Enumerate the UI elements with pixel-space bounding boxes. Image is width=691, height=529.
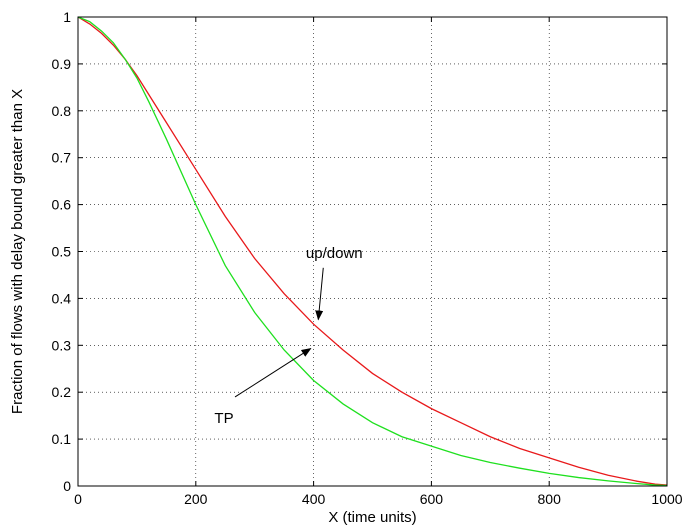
x-tick-label: 200 [184,491,208,507]
x-axis-label: X (time units) [328,509,416,526]
y-tick-label: 0.5 [52,244,72,260]
x-tick-label: 1000 [651,491,682,507]
annotation-label-tp: TP [214,410,233,427]
y-tick-label: 0.9 [52,56,72,72]
x-tick-label: 800 [538,491,562,507]
grid [78,17,667,486]
series-layer [77,16,668,487]
y-tick-label: 0.2 [52,384,72,400]
x-tick-label: 400 [302,491,326,507]
ticks: 0 200 400 600 800 1000 0 0.1 0.2 0.3 0.4 0.5 0.6 0.7 0… [52,9,683,507]
series-line-up-down [77,16,668,486]
y-tick-label: 0.3 [52,337,72,353]
y-axis-label: Fraction of flows with delay bound great… [9,89,26,414]
annotation-label-up-down: up/down [306,245,363,262]
y-tick-label: 0.6 [52,197,72,213]
y-tick-label: 0.8 [52,103,72,119]
series-line-tp [77,16,668,487]
annotation-arrow-up-down [315,267,324,321]
y-tick-label: 0.4 [52,290,72,306]
y-tick-label: 1 [63,9,71,25]
x-tick-label: 600 [420,491,444,507]
x-tick-label: 0 [74,491,82,507]
y-tick-label: 0 [63,478,71,494]
y-tick-label: 0.1 [52,431,72,447]
annotation-arrow-tp [234,348,312,398]
annotations: up/down TP [214,245,362,427]
y-tick-label: 0.7 [52,150,72,166]
